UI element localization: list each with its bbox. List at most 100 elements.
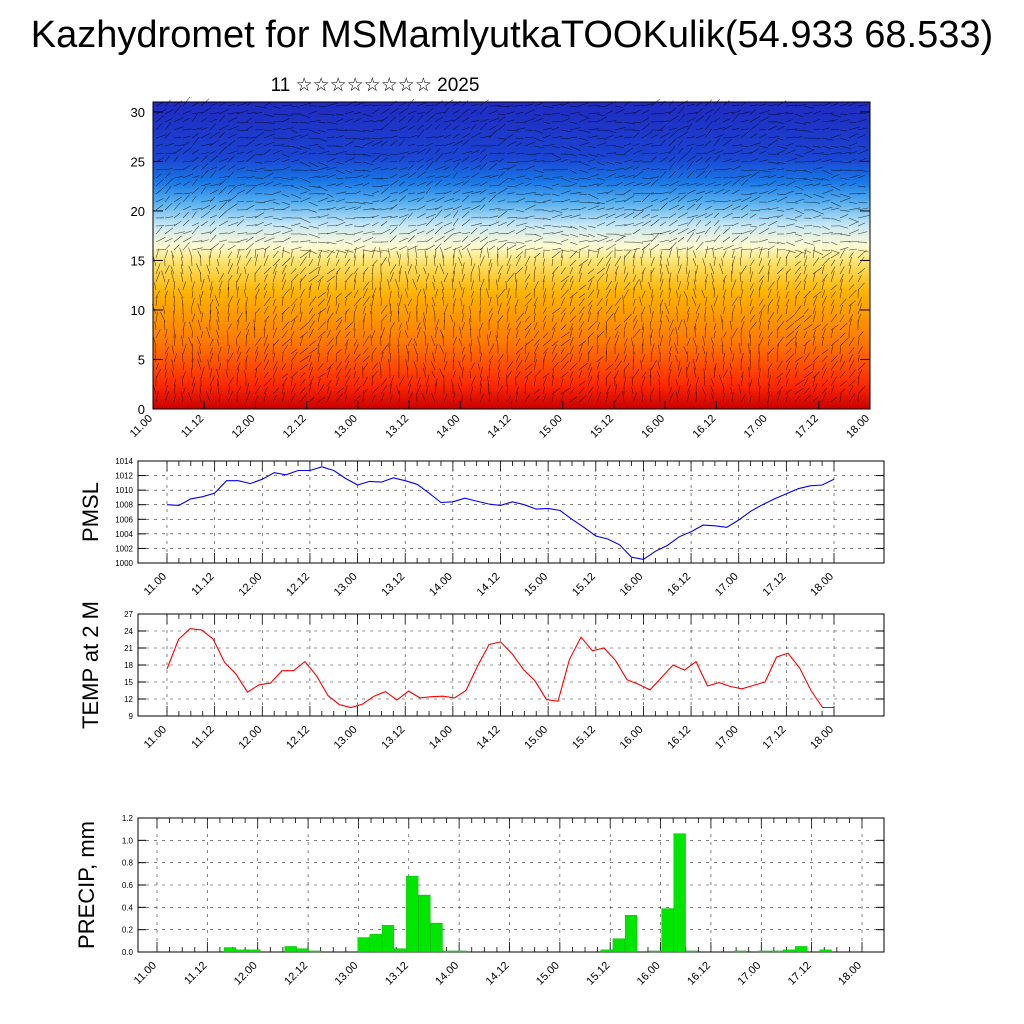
wind-vector	[542, 209, 554, 213]
wind-vector	[596, 182, 605, 187]
wind-vector	[695, 115, 704, 123]
wind-vector	[686, 313, 690, 323]
wind-vector	[488, 194, 497, 203]
wind-vector	[657, 361, 661, 371]
wind-vector	[164, 391, 169, 403]
wind-vector	[281, 312, 284, 323]
wind-vector	[821, 289, 826, 299]
wind-vector	[362, 249, 375, 253]
wind-vector	[857, 369, 863, 379]
wind-vector	[254, 222, 264, 227]
wind-vector	[560, 249, 564, 259]
wind-vector	[497, 362, 501, 371]
wind-vector	[254, 346, 259, 355]
wind-vector	[839, 314, 845, 323]
wind-vector	[812, 257, 820, 267]
wind-vector	[794, 379, 805, 387]
wind-vector	[587, 312, 591, 323]
wind-vector	[281, 288, 290, 299]
wind-vector	[299, 387, 306, 395]
wind-vector	[506, 119, 515, 123]
wind-vector	[524, 328, 531, 339]
wind-vector	[253, 319, 256, 331]
wind-vector	[479, 118, 489, 123]
wind-vector	[425, 245, 435, 251]
wind-vector	[524, 292, 531, 299]
wind-vector	[695, 213, 708, 219]
wind-vector	[857, 376, 860, 387]
wind-vector	[533, 297, 538, 307]
wind-vector	[458, 338, 463, 347]
wind-vector	[542, 386, 545, 395]
wind-vector	[191, 156, 199, 163]
wind-vector	[227, 171, 235, 179]
wind-vector	[488, 110, 499, 115]
wind-vector	[623, 212, 635, 219]
wind-vector	[686, 330, 688, 339]
wind-vector	[191, 179, 198, 187]
wind-vector	[389, 272, 394, 283]
wind-vector	[839, 360, 846, 371]
wind-vector	[587, 375, 593, 387]
wind-vector	[767, 311, 775, 323]
wind-vector	[263, 359, 270, 371]
wind-vector	[857, 313, 861, 323]
wind-vector	[236, 306, 239, 315]
wind-vector	[440, 247, 445, 259]
wind-vector	[533, 256, 537, 267]
wind-vector	[461, 176, 470, 179]
cs-x-tick-label: 12.00	[230, 413, 258, 441]
wind-vector	[587, 259, 592, 267]
wind-vector	[389, 173, 398, 179]
wind-vector	[245, 322, 250, 331]
wind-vector	[551, 271, 555, 283]
wind-vector	[542, 358, 545, 371]
wind-vector	[812, 310, 817, 323]
wind-vector	[722, 369, 728, 379]
wind-vector	[479, 175, 492, 179]
wind-vector	[830, 118, 838, 123]
wind-vector	[740, 196, 752, 203]
wind-vector	[758, 191, 769, 195]
wind-vector	[227, 217, 237, 219]
wind-vector	[740, 169, 751, 171]
wind-vector	[731, 144, 742, 147]
wind-vector	[236, 176, 246, 179]
wind-vector	[434, 327, 438, 339]
wind-vector	[657, 370, 661, 379]
wind-vector	[641, 312, 643, 323]
wind-vector	[821, 295, 827, 307]
wind-vector	[191, 127, 203, 131]
wind-vector	[551, 258, 554, 267]
wind-vector	[423, 267, 427, 275]
wind-vector	[272, 361, 278, 371]
wind-vector	[254, 296, 257, 307]
wind-vector	[461, 179, 470, 187]
wind-vector	[686, 147, 693, 155]
wind-vector	[515, 111, 523, 115]
wind-vector	[371, 208, 382, 211]
wind-vector	[596, 371, 600, 379]
wind-vector	[470, 386, 474, 395]
wind-vector	[236, 110, 249, 115]
wind-vector	[497, 377, 500, 387]
wind-vector	[317, 363, 324, 371]
wind-vector	[389, 107, 400, 115]
wind-vector	[749, 158, 759, 163]
wind-vector	[326, 337, 334, 347]
wind-vector	[281, 127, 294, 131]
wind-vector	[254, 308, 261, 315]
wind-vector	[299, 177, 311, 183]
wind-vector	[533, 339, 540, 347]
wind-vector	[164, 329, 168, 339]
wind-vector	[353, 353, 361, 363]
wind-vector	[533, 343, 539, 355]
wind-vector	[713, 107, 721, 115]
x-tick-label: 12.00	[236, 724, 264, 752]
wind-vector	[227, 305, 230, 315]
wind-vector	[632, 129, 641, 132]
wind-vector	[677, 360, 681, 371]
wind-vector	[416, 248, 428, 251]
wind-vector	[380, 344, 388, 355]
wind-vector	[478, 273, 481, 283]
